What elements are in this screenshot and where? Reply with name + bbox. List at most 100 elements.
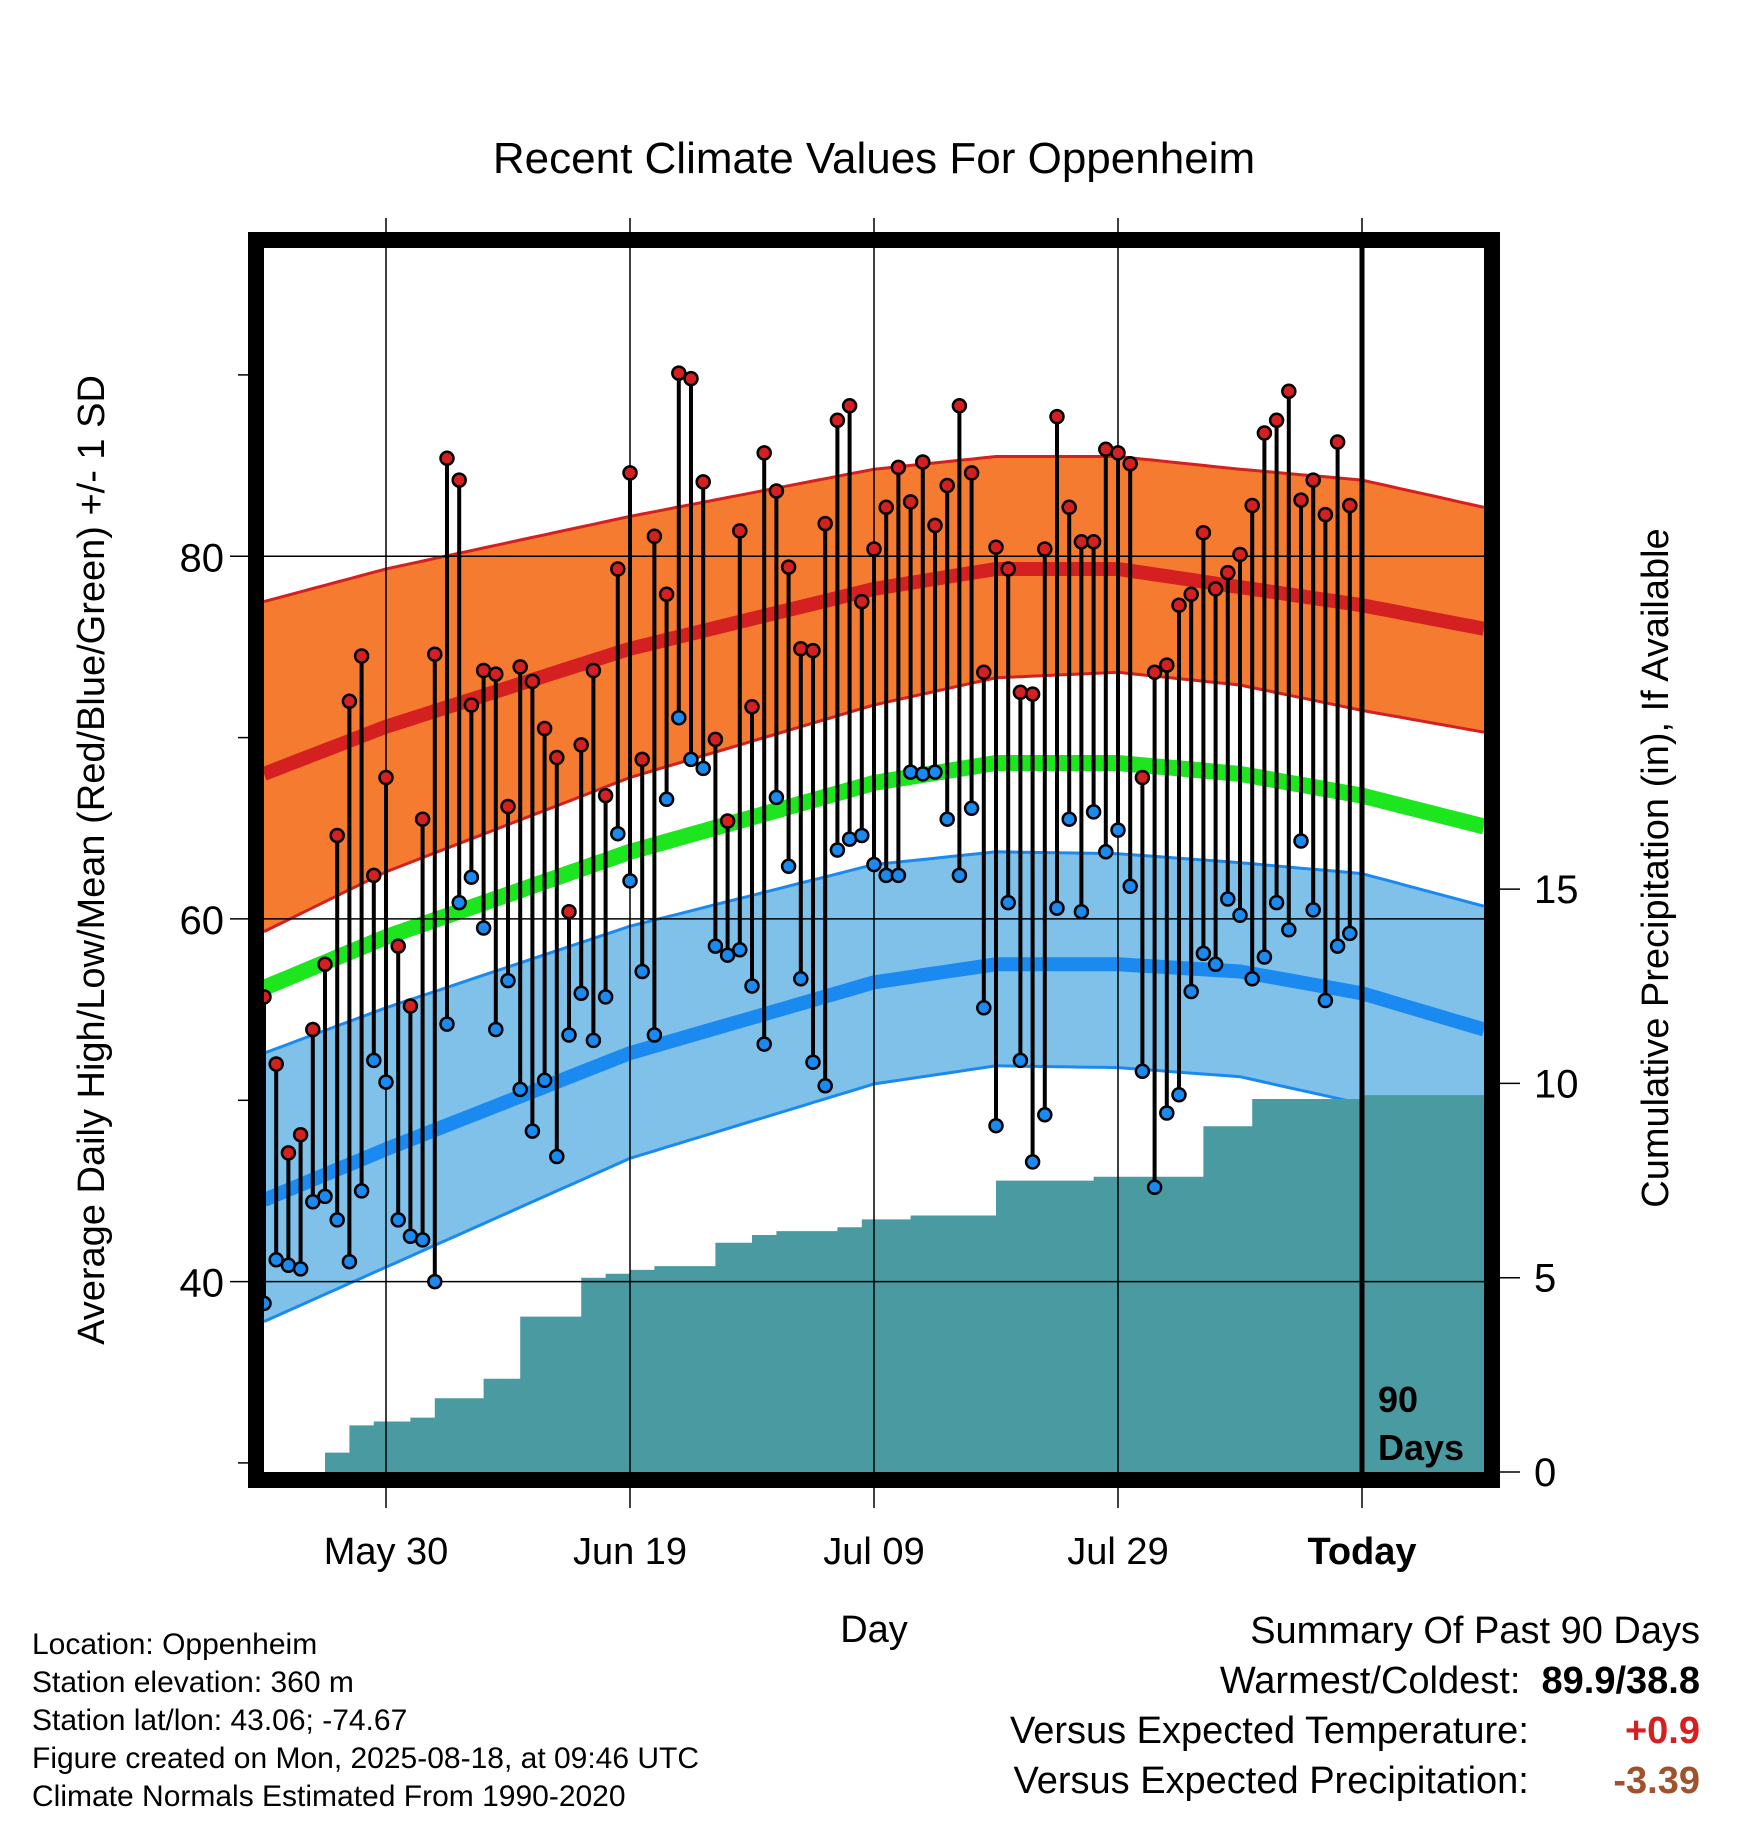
- daily-high-point: [597, 787, 614, 804]
- daily-high-point: [951, 398, 968, 414]
- daily-high-point: [805, 642, 821, 659]
- daily-low-point: [988, 1117, 1004, 1134]
- daily-low-point: [622, 873, 638, 889]
- daily-low-point: [1049, 900, 1065, 916]
- summary-row-precipitation: Versus Expected Precipitation: -3.39: [1010, 1756, 1700, 1806]
- daily-low-point: [366, 1052, 382, 1069]
- daily-high-point: [780, 559, 797, 575]
- daily-high-point: [817, 515, 833, 532]
- daily-low-point: [854, 827, 870, 844]
- daily-high-point: [524, 673, 541, 690]
- daily-high-point: [341, 693, 358, 710]
- daily-high-point: [366, 867, 382, 884]
- info-created: Figure created on Mon, 2025-08-18, at 09…: [32, 1742, 700, 1775]
- daily-high-point: [1195, 524, 1212, 541]
- daily-high-point: [1244, 497, 1260, 514]
- daily-high-point: [658, 586, 675, 603]
- daily-low-point: [561, 1027, 577, 1043]
- daily-low-point: [1293, 833, 1309, 849]
- daily-low-point: [646, 1027, 663, 1043]
- summary-value-temperature: +0.9: [1624, 1710, 1700, 1752]
- period-label-number: 90: [1378, 1379, 1418, 1420]
- daily-low-point: [597, 989, 614, 1005]
- daily-high-point: [793, 640, 809, 657]
- daily-low-point: [707, 938, 724, 954]
- daily-low-point: [976, 1000, 992, 1016]
- daily-high-point: [500, 798, 516, 815]
- daily-low-point: [1244, 971, 1260, 987]
- daily-high-point: [1146, 664, 1163, 681]
- info-elevation: Station elevation: 360 m: [32, 1666, 354, 1699]
- daily-high-point: [268, 1056, 284, 1072]
- daily-high-point: [280, 1145, 297, 1161]
- plot-area: 40 60 80 0 5 10 15 May 30 Jun 19 Jul 09 Jul 29 Toda…: [180, 218, 1579, 1573]
- daily-low-point: [719, 947, 736, 963]
- daily-high-point: [512, 659, 528, 675]
- daily-low-point: [536, 1072, 553, 1089]
- daily-high-point: [890, 459, 907, 476]
- y-tick-label-right: 0: [1534, 1451, 1556, 1495]
- daily-low-point: [927, 764, 943, 780]
- daily-low-point: [573, 985, 589, 1002]
- daily-low-point: [780, 858, 797, 875]
- daily-low-point: [1256, 949, 1273, 965]
- daily-high-point: [988, 539, 1004, 555]
- daily-high-point: [292, 1126, 309, 1143]
- summary-label: Warmest/Coldest:: [1219, 1660, 1521, 1702]
- daily-high-point: [317, 956, 333, 973]
- daily-low-point: [671, 709, 687, 726]
- summary-value-precipitation: -3.39: [1613, 1760, 1700, 1802]
- daily-low-point: [1342, 925, 1358, 942]
- period-label-unit: Days: [1378, 1427, 1464, 1468]
- daily-high-point: [439, 450, 455, 467]
- daily-low-point: [805, 1054, 821, 1070]
- summary-row-temperature: Versus Expected Temperature: +0.9: [1010, 1706, 1700, 1756]
- daily-low-point: [1000, 894, 1016, 911]
- summary-panel: Summary Of Past 90 Days Warmest/Coldest:…: [1010, 1606, 1700, 1806]
- daily-low-point: [378, 1074, 394, 1090]
- daily-low-point: [1329, 938, 1346, 954]
- daily-low-point: [1268, 894, 1285, 911]
- y-tick-label-right: 5: [1534, 1257, 1556, 1301]
- daily-high-point: [1037, 541, 1053, 557]
- daily-high-point: [732, 523, 748, 539]
- daily-low-point: [756, 1036, 772, 1052]
- daily-low-point: [414, 1232, 431, 1248]
- summary-value-extremes: 89.9/38.8: [1541, 1660, 1700, 1702]
- daily-low-point: [1159, 1105, 1175, 1121]
- daily-high-point: [488, 666, 504, 682]
- daily-low-point: [1122, 878, 1138, 895]
- daily-high-point: [610, 561, 626, 577]
- daily-low-point: [1232, 907, 1248, 924]
- daily-low-point: [658, 791, 675, 808]
- daily-high-point: [1110, 445, 1126, 461]
- chart-title: Recent Climate Values For Oppenheim: [493, 134, 1255, 183]
- daily-low-point: [1085, 804, 1102, 820]
- info-latlon: Station lat/lon: 43.06; -74.67: [32, 1704, 408, 1737]
- daily-low-point: [1281, 922, 1297, 938]
- daily-low-point: [427, 1273, 443, 1290]
- daily-high-point: [683, 370, 699, 387]
- daily-high-point: [414, 811, 431, 827]
- daily-low-point: [549, 1148, 565, 1165]
- daily-low-point: [1098, 844, 1114, 860]
- daily-low-point: [1183, 983, 1199, 1000]
- daily-high-point: [1256, 425, 1273, 441]
- daily-high-point: [915, 454, 931, 470]
- daily-low-point: [317, 1188, 333, 1205]
- daily-low-point: [915, 766, 931, 782]
- daily-high-point: [1183, 586, 1199, 603]
- summary-label: Versus Expected Precipitation:: [1013, 1760, 1529, 1802]
- daily-high-point: [1329, 434, 1346, 450]
- daily-high-point: [1305, 472, 1321, 488]
- daily-high-point: [646, 528, 663, 545]
- x-tick-label: May 30: [324, 1531, 449, 1573]
- daily-high-point: [1061, 499, 1077, 516]
- daily-low-point: [305, 1194, 321, 1210]
- daily-high-point: [744, 699, 760, 715]
- daily-high-point: [1024, 686, 1041, 702]
- daily-low-point: [732, 942, 748, 958]
- daily-low-point: [768, 789, 785, 806]
- daily-low-point: [890, 867, 907, 884]
- daily-low-point: [951, 867, 968, 884]
